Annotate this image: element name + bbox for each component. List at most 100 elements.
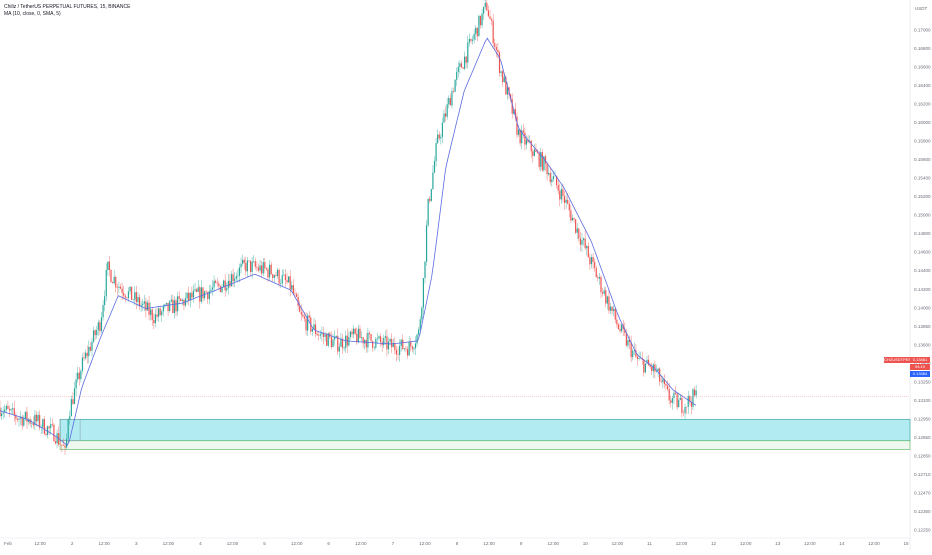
- candle-body: [98, 322, 99, 330]
- x-tick-label: 2: [71, 541, 74, 546]
- candle-body: [369, 333, 370, 334]
- candle-body: [283, 275, 284, 276]
- candle-body: [548, 173, 549, 175]
- candle-body: [612, 307, 613, 311]
- candle-body: [602, 292, 603, 293]
- candle-body: [277, 270, 278, 276]
- candle-body: [469, 39, 470, 42]
- candle-body: [648, 360, 649, 366]
- candle-body: [244, 260, 245, 263]
- candle-body: [332, 340, 333, 347]
- y-tick-label: 0.12950: [914, 416, 931, 421]
- candle-body: [608, 296, 609, 310]
- candle-body: [562, 189, 563, 196]
- x-tick-label: 13: [775, 541, 781, 546]
- candle-body: [445, 114, 446, 117]
- candle-body: [434, 161, 435, 172]
- y-tick-label: 0.12710: [914, 472, 931, 477]
- candle-body: [526, 140, 527, 145]
- candle-body: [681, 398, 682, 413]
- candle-body: [621, 325, 622, 332]
- candle-body: [171, 300, 172, 302]
- candle-body: [1, 413, 2, 416]
- candle-body: [305, 319, 306, 331]
- y-tick-label: 0.15600: [914, 157, 931, 162]
- candle-body: [359, 329, 360, 338]
- x-tick-label: 3: [135, 541, 138, 546]
- candle-body: [464, 57, 465, 69]
- candle-body: [472, 40, 473, 41]
- y-tick-label: 0.14000: [914, 305, 931, 310]
- y-tick-label: 0.14200: [914, 287, 931, 292]
- candle-body: [597, 277, 598, 278]
- zone-lower-band: [60, 441, 910, 450]
- candle-body: [271, 265, 272, 274]
- candle-body: [247, 260, 248, 271]
- candle-body: [420, 319, 421, 329]
- x-tick-label: 10: [583, 541, 589, 546]
- candle-body: [399, 346, 400, 355]
- candle-body: [264, 262, 265, 268]
- candle-body: [269, 265, 270, 278]
- candle-body: [489, 16, 490, 19]
- candle-body: [413, 348, 414, 349]
- candle-body: [128, 291, 129, 298]
- candle-body: [426, 225, 427, 261]
- candle-body: [462, 68, 463, 69]
- candle-body: [599, 277, 600, 278]
- candle-body: [412, 346, 413, 349]
- candle-body: [163, 307, 164, 312]
- candle-body: [245, 263, 246, 271]
- y-tick-label: 0.13600: [914, 342, 931, 347]
- candle-body: [497, 50, 498, 52]
- candle-body: [179, 296, 180, 298]
- candle-body: [312, 329, 313, 332]
- candle-body: [423, 278, 424, 307]
- candle-body: [442, 123, 443, 137]
- candle-body: [684, 407, 685, 413]
- candle-body: [477, 28, 478, 37]
- candle-body: [93, 330, 94, 341]
- candle-body: [592, 257, 593, 262]
- candle-body: [17, 419, 18, 420]
- candle-body: [194, 289, 195, 290]
- candle-body: [136, 292, 137, 302]
- candle-body: [396, 350, 397, 355]
- candle-body: [610, 307, 611, 311]
- candle-body: [291, 285, 292, 289]
- y-tick-label: 0.16000: [914, 120, 931, 125]
- candle-body: [14, 408, 15, 415]
- candle-body: [613, 309, 614, 311]
- candle-body: [475, 28, 476, 34]
- candle-body: [485, 3, 486, 7]
- candle-body: [45, 434, 46, 435]
- x-tick-label: 5: [263, 541, 266, 546]
- last-price-tag: 0.13461: [910, 357, 930, 363]
- x-tick-label: 7: [392, 541, 395, 546]
- candle-body: [50, 424, 51, 428]
- candle-body: [361, 337, 362, 338]
- candle-body: [421, 308, 422, 320]
- candle-body: [190, 293, 191, 301]
- candle-body: [389, 339, 390, 342]
- y-tick-label: 0.16800: [914, 46, 931, 51]
- candle-body: [459, 63, 460, 66]
- candle-body: [443, 114, 444, 123]
- candle-body: [491, 19, 492, 21]
- candle-body: [667, 386, 668, 389]
- y-tick-label: 0.12250: [914, 528, 931, 533]
- candle-body: [358, 329, 359, 343]
- candle-body: [267, 269, 268, 277]
- candle-body: [213, 281, 214, 288]
- candle-body: [95, 330, 96, 335]
- x-tick-label: 12:00: [34, 541, 46, 546]
- candle-body: [202, 287, 203, 298]
- candle-body: [102, 305, 103, 317]
- candle-body: [632, 351, 633, 358]
- candle-body: [261, 265, 262, 273]
- candle-body: [87, 353, 88, 356]
- candle-body: [191, 293, 192, 298]
- candle-body: [558, 185, 559, 191]
